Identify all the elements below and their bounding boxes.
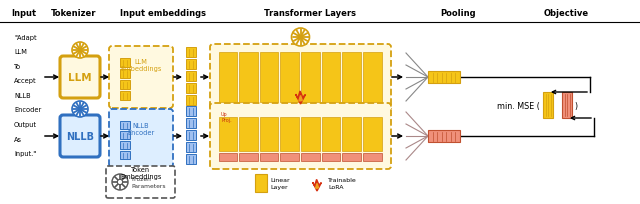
Text: LLM: LLM (14, 49, 27, 55)
Text: Input embeddings: Input embeddings (120, 9, 206, 18)
Bar (301, 118, 319, 151)
Text: "Adapt: "Adapt (14, 35, 36, 41)
Bar (428, 130, 460, 142)
Text: min. MSE (: min. MSE ( (497, 102, 540, 111)
Bar (363, 153, 381, 161)
Text: NLLB: NLLB (66, 131, 94, 141)
Text: As: As (14, 136, 22, 142)
Bar (280, 153, 299, 161)
FancyBboxPatch shape (109, 110, 173, 167)
Circle shape (72, 102, 88, 118)
Bar (186, 95, 196, 105)
FancyBboxPatch shape (60, 57, 100, 99)
Bar (186, 142, 196, 152)
Bar (260, 118, 278, 151)
Text: To: To (14, 64, 21, 70)
Text: Up
Proj.: Up Proj. (221, 112, 232, 123)
Text: Trainable
LoRA: Trainable LoRA (328, 177, 356, 189)
Text: Input: Input (12, 9, 36, 18)
Text: Encoder: Encoder (14, 107, 41, 113)
Circle shape (72, 43, 88, 59)
Polygon shape (312, 180, 321, 191)
Polygon shape (316, 184, 319, 188)
Bar (239, 53, 258, 102)
Text: Frozen
Parameters: Frozen Parameters (131, 176, 166, 188)
Bar (120, 81, 130, 90)
Bar (260, 153, 278, 161)
Text: Token
Embeddings: Token Embeddings (120, 166, 162, 180)
Text: Transformer Layers: Transformer Layers (264, 9, 356, 18)
Bar (562, 93, 572, 118)
Bar (322, 153, 340, 161)
Polygon shape (296, 92, 305, 104)
Bar (280, 53, 299, 102)
FancyBboxPatch shape (210, 45, 391, 110)
FancyBboxPatch shape (210, 103, 391, 169)
Bar (239, 153, 258, 161)
Bar (218, 153, 237, 161)
Text: Tokenizer: Tokenizer (51, 9, 97, 18)
Bar (186, 60, 196, 70)
Bar (186, 106, 196, 116)
Bar (342, 153, 361, 161)
Bar (120, 121, 130, 129)
Text: Pooling: Pooling (440, 9, 476, 18)
Text: Objective: Objective (543, 9, 589, 18)
Bar (120, 59, 130, 68)
FancyBboxPatch shape (106, 166, 175, 198)
Text: Output: Output (14, 121, 37, 127)
Circle shape (291, 29, 310, 47)
Bar (218, 118, 237, 151)
Bar (120, 92, 130, 101)
Text: NLLB: NLLB (14, 93, 31, 99)
Bar (186, 154, 196, 164)
Bar (255, 174, 267, 192)
Text: Accept: Accept (14, 78, 36, 84)
Bar (260, 53, 278, 102)
FancyBboxPatch shape (60, 115, 100, 157)
Bar (342, 53, 361, 102)
Text: Linear
Layer: Linear Layer (270, 177, 290, 189)
Bar (218, 53, 237, 102)
Bar (543, 93, 553, 118)
Circle shape (117, 180, 123, 185)
Bar (186, 130, 196, 140)
Bar (280, 118, 299, 151)
Bar (301, 153, 319, 161)
Bar (186, 48, 196, 58)
Text: Input.": Input." (14, 150, 36, 156)
Bar (186, 84, 196, 94)
Bar (120, 141, 130, 149)
Bar (322, 118, 340, 151)
Bar (186, 118, 196, 128)
Bar (322, 53, 340, 102)
Bar (363, 53, 381, 102)
Circle shape (112, 174, 128, 190)
Text: NLLB
Encoder: NLLB Encoder (127, 122, 155, 136)
Bar (363, 118, 381, 151)
Bar (428, 72, 460, 84)
Bar (301, 53, 319, 102)
Bar (120, 151, 130, 159)
Text: LLM
Embeddings: LLM Embeddings (120, 59, 162, 72)
Text: LLM: LLM (68, 73, 92, 83)
Bar (186, 72, 196, 82)
Bar (342, 118, 361, 151)
Polygon shape (299, 96, 302, 101)
Bar (239, 118, 258, 151)
FancyBboxPatch shape (109, 47, 173, 109)
Bar (120, 70, 130, 79)
Bar (120, 131, 130, 139)
Text: ): ) (574, 102, 577, 111)
